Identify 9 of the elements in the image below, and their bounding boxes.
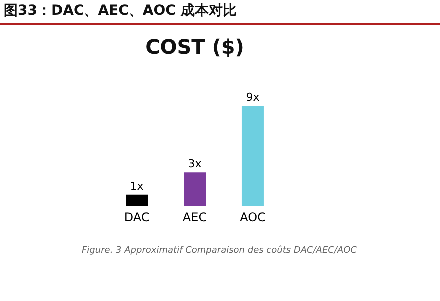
data-label: 1x	[130, 180, 144, 193]
x-tick-label: DAC	[124, 210, 150, 224]
text: Figure. 3 Approximatif Comparaison des coûts DAC/AEC/AOC	[81, 246, 358, 256]
x-tick-label: AEC	[182, 210, 208, 224]
caption: 图33：DAC、AEC、AOC 成本对比	[0, 0, 440, 25]
chart-title: COST ($)	[146, 35, 244, 59]
x-tick-label: AOC	[240, 210, 266, 224]
data-label: 9x	[246, 91, 260, 104]
data-label: 3x	[188, 158, 202, 171]
